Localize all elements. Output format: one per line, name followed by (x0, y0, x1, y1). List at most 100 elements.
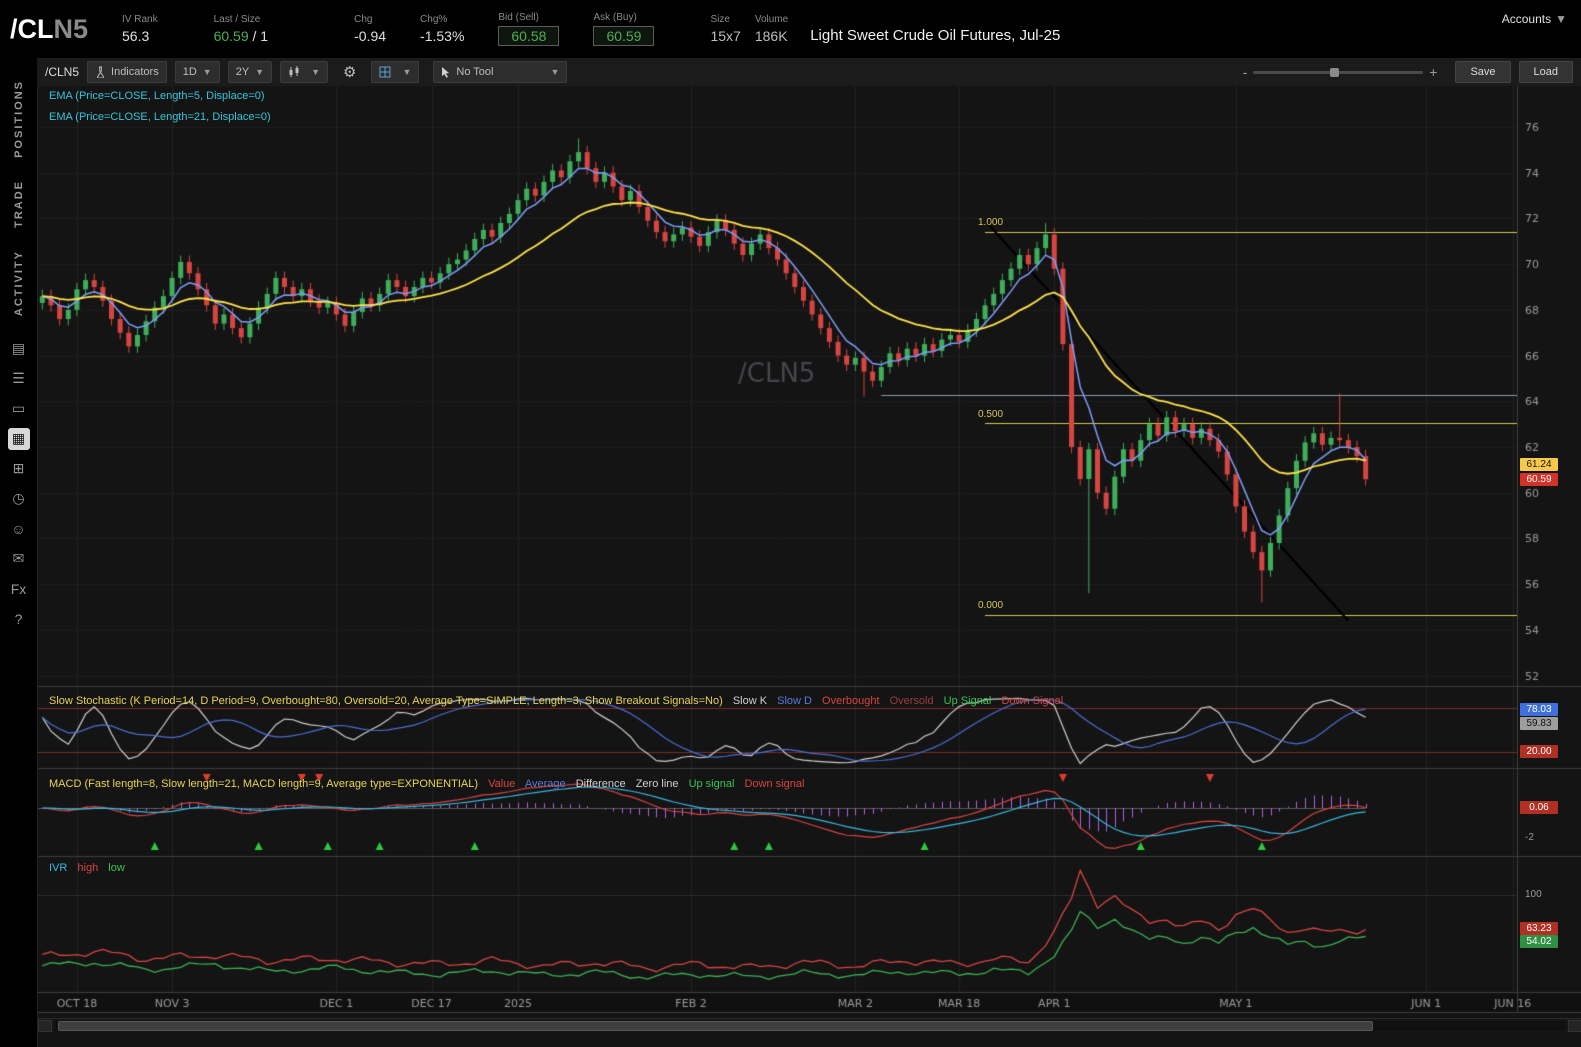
macd-value-badge: 0.06 (1520, 801, 1558, 814)
stoch-oversold-badge: 20.00 (1520, 745, 1558, 758)
range-dropdown[interactable]: 2Y ▼ (227, 61, 273, 83)
last-price-badge: 60.59 (1520, 473, 1558, 486)
history-icon[interactable]: ◷ (12, 490, 25, 507)
symbol-title: /CLN5 (10, 14, 88, 45)
stochastic-legend[interactable]: Slow Stochastic (K Period=14, D Period=9… (49, 695, 1070, 707)
help-icon[interactable]: ? (14, 610, 23, 627)
chart-settings-button[interactable]: ⚙ (336, 62, 363, 82)
save-button[interactable]: Save (1455, 61, 1511, 83)
chgp-field: Chg% -1.53% (420, 14, 464, 44)
chgp-value: -1.53% (420, 28, 465, 44)
sidebar-tab-trade[interactable]: TRADE (12, 179, 25, 228)
stoch-oversold-label: Oversold (889, 695, 934, 707)
zoom-out-button[interactable]: - (1242, 64, 1248, 80)
ivr-legend[interactable]: IVR high low (49, 862, 132, 874)
fib-level-label-050[interactable]: 0.500 (978, 409, 1004, 420)
tv-icon[interactable]: ▭ (11, 400, 26, 417)
charts-icon[interactable]: ▦ (7, 427, 30, 450)
ivr-label: IVR (49, 862, 68, 874)
scroll-left-button[interactable] (38, 1020, 52, 1032)
chart-horizontal-scrollbar (38, 1018, 1581, 1033)
symbol-root: /CL (10, 13, 54, 44)
indicators-button[interactable]: Indicators (87, 61, 167, 83)
size-label: Size (710, 14, 730, 25)
macd-average-label: Average (524, 778, 566, 790)
macd-difference-label: Difference (575, 778, 626, 790)
last-size-label: Last / Size (213, 14, 261, 25)
chg-label: Chg (354, 14, 373, 25)
size-field: Size 15x7 (710, 14, 740, 44)
macd-up-signal-label: Up signal (688, 778, 735, 790)
chart-region: EMA (Price=CLOSE, Length=5, Displace=0) … (37, 86, 1581, 1047)
ask-label: Ask (Buy) (593, 12, 637, 23)
forex-icon[interactable]: Fx (10, 580, 27, 597)
gear-icon: ⚙ (343, 64, 357, 81)
ivr-high-label: high (77, 862, 99, 874)
chg-field: Chg -0.94 (354, 14, 386, 44)
stoch-up-signal-label: Up Signal (943, 695, 992, 707)
ivr-axis-tick: 100 (1525, 889, 1542, 900)
zoom-slider-handle[interactable] (1329, 67, 1339, 77)
bid-label: Bid (Sell) (498, 12, 539, 23)
volume-label: Volume (754, 14, 789, 25)
chg-value: -0.94 (354, 28, 387, 44)
zoom-slider[interactable] (1253, 67, 1424, 77)
stoch-d-badge: 78.03 (1520, 703, 1558, 716)
sidebar-tab-activity[interactable]: ACTIVITY (12, 249, 25, 316)
fib-level-label-100[interactable]: 1.000 (978, 217, 1004, 228)
quote-header: /CLN5 IV Rank 56.3 Last / Size 60.59 / 1… (0, 0, 1581, 58)
bid-button[interactable]: 60.58 (498, 26, 560, 46)
zoom-in-button[interactable]: + (1429, 64, 1438, 80)
drawing-tool-value: No Tool (456, 66, 494, 78)
macd-params-label: MACD (Fast length=8, Slow length=21, MAC… (49, 778, 479, 790)
chevron-down-icon: ▼ (255, 67, 265, 77)
stoch-overbought-label: Overbought (822, 695, 880, 707)
scan-icon[interactable]: ▤ (11, 340, 26, 357)
messages-icon[interactable]: ✉ (12, 550, 25, 567)
stoch-k-badge: 59.83 (1520, 717, 1558, 730)
chevron-down-icon: ▼ (402, 67, 412, 77)
zoom-control: - + (1237, 64, 1444, 80)
chart-type-dropdown[interactable]: ▼ (280, 61, 329, 83)
iv-rank-label: IV Rank (122, 14, 158, 25)
scroll-right-button[interactable] (1568, 1020, 1581, 1032)
bid-field: Bid (Sell) 60.58 (498, 12, 560, 46)
timeframe-dropdown[interactable]: 1D ▼ (174, 61, 220, 83)
cursor-icon (441, 66, 451, 78)
indicators-label: Indicators (111, 66, 159, 78)
watchlist-icon[interactable]: ☰ (12, 370, 25, 387)
macd-axis-tick: -2 (1525, 832, 1534, 843)
size-value: 15x7 (710, 28, 741, 44)
chevron-down-icon: ▼ (550, 67, 560, 77)
fib-level-label-000[interactable]: 0.000 (978, 600, 1004, 611)
accounts-menu[interactable]: Accounts ▼ (1502, 12, 1567, 26)
chevron-down-icon: ▼ (311, 67, 321, 77)
ask-field: Ask (Buy) 60.59 (593, 12, 655, 46)
macd-legend[interactable]: MACD (Fast length=8, Slow length=21, MAC… (49, 778, 811, 790)
ask-button[interactable]: 60.59 (593, 26, 655, 46)
community-icon[interactable]: ☺ (11, 520, 26, 537)
symbol-month: N5 (53, 13, 89, 44)
chart-toolbar: /CLN5 Indicators 1D ▼ 2Y ▼ ▼ ⚙ ▼ (37, 58, 1581, 87)
ivr-low-badge: 54.02 (1520, 935, 1558, 948)
layout-dropdown[interactable]: ▼ (371, 61, 420, 83)
widgets-icon[interactable]: ⊞ (12, 460, 25, 477)
sidebar-tab-positions[interactable]: POSITIONS (12, 80, 25, 158)
chgp-label: Chg% (420, 14, 448, 25)
volume-value: 186K (754, 28, 788, 44)
scrollbar-track[interactable] (54, 1021, 1566, 1031)
scrollbar-handle[interactable] (58, 1021, 1374, 1031)
toolbar-symbol: /CLN5 (45, 65, 80, 79)
last-value: 60.59 (213, 28, 249, 44)
price-chart-canvas[interactable] (38, 86, 1581, 1032)
chevron-down-icon: ▼ (202, 67, 212, 77)
candlestick-chart-icon (288, 66, 300, 78)
timeframe-value: 1D (182, 66, 197, 78)
drawing-tool-dropdown[interactable]: No Tool ▼ (433, 61, 568, 83)
left-sidebar: POSITIONS TRADE ACTIVITY ▤ ☰ ▭ ▦ ⊞ ◷ ☺ ✉… (0, 58, 37, 1047)
contract-description: Light Sweet Crude Oil Futures, Jul-25 (810, 27, 1061, 44)
load-button[interactable]: Load (1518, 61, 1573, 83)
beaker-icon (95, 66, 106, 78)
grid-layout-icon (379, 66, 391, 78)
